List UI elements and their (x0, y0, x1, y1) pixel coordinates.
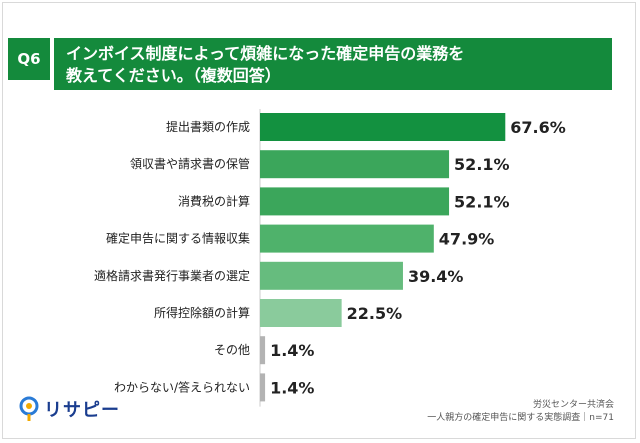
category-label: 提出書類の作成 (166, 119, 250, 134)
bar (260, 336, 266, 365)
bar (260, 261, 403, 290)
value-label: 67.6% (510, 118, 566, 137)
category-label: 領収書や請求書の保管 (130, 156, 250, 171)
value-label: 52.1% (454, 192, 510, 211)
brand-logo-text: リサピー (44, 400, 120, 421)
category-label: 所得控除額の計算 (154, 305, 250, 320)
value-label: 52.1% (454, 155, 510, 174)
bar (260, 113, 506, 141)
bar (260, 224, 434, 253)
value-label: 1.4% (270, 378, 314, 397)
pin-logo-icon (19, 396, 39, 421)
category-label: 消費税の計算 (178, 193, 250, 208)
bar (260, 150, 450, 179)
value-label: 39.4% (408, 267, 464, 286)
question-number-badge: Q6 (8, 38, 50, 80)
category-label: 適格請求書発行事業者の選定 (94, 268, 250, 283)
category-label: わからない/答えられない (114, 379, 250, 394)
bar (260, 299, 342, 327)
question-title-line2: 教えてください。（複数回答） (66, 66, 281, 85)
bar (260, 373, 266, 402)
source-organization: 労災センター共済会 (532, 400, 614, 410)
value-label: 1.4% (270, 341, 314, 360)
question-title: インボイス制度によって煩雑になった確定申告の業務を 教えてください。（複数回答） (54, 38, 612, 90)
value-label: 47.9% (439, 230, 495, 249)
source-survey: 一人親方の確定申告に関する実態調査｜n=71 (427, 413, 614, 423)
category-label: その他 (214, 343, 250, 357)
bar (260, 187, 450, 216)
value-label: 22.5% (347, 304, 403, 323)
category-label: 確定申告に関する情報収集 (106, 231, 250, 246)
question-title-line1: インボイス制度によって煩雑になった確定申告の業務を (66, 44, 465, 63)
brand-logo: リサピー (18, 396, 120, 422)
